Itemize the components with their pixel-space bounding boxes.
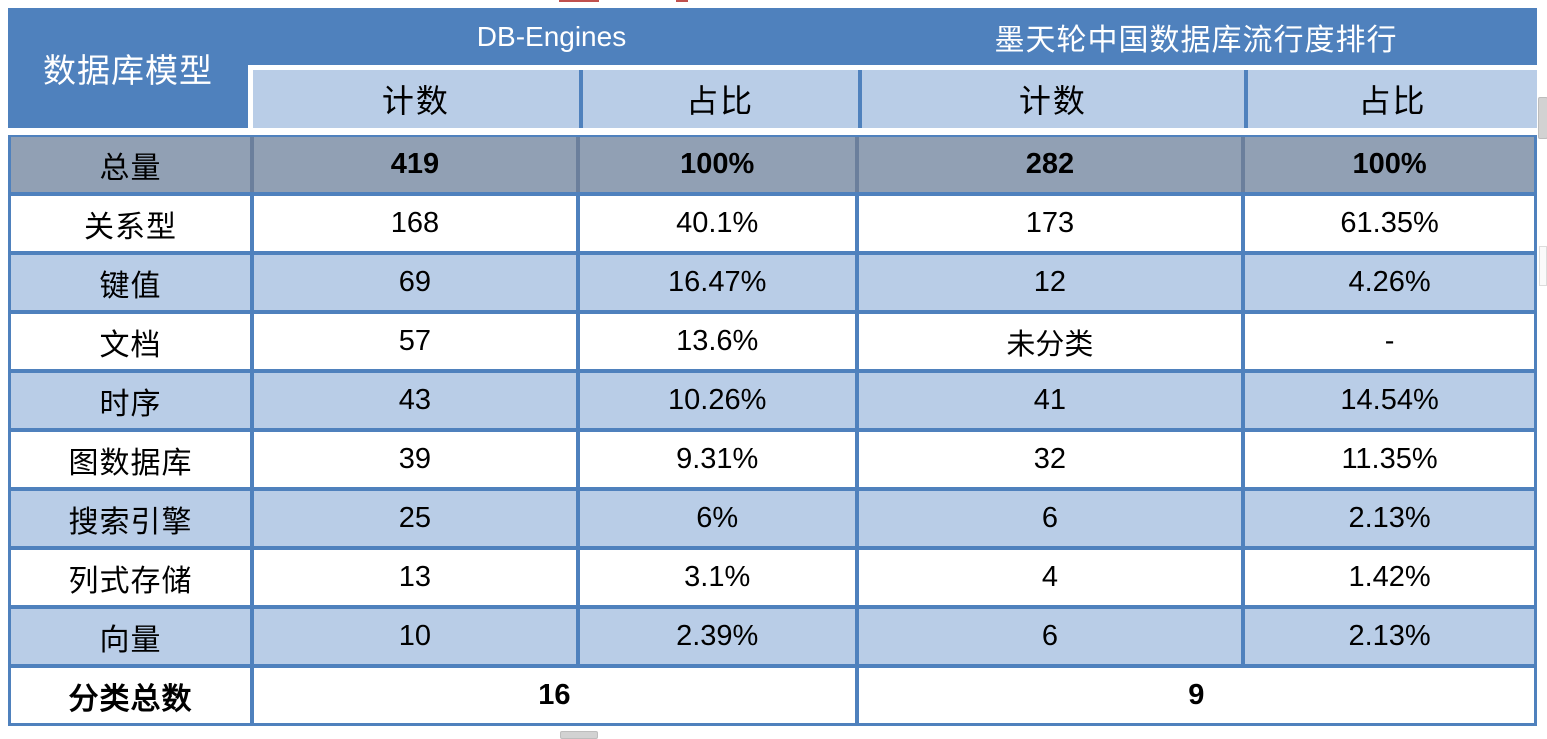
cell-value: 173 xyxy=(854,196,1241,251)
table-row: 图数据库 39 9.31% 32 11.35% xyxy=(11,428,1534,487)
category-total-db-engines: 16 xyxy=(250,668,855,723)
table-row-category-total: 分类总数 16 9 xyxy=(11,664,1534,723)
cell-value: 41 xyxy=(854,373,1241,428)
cell-value: 4.26% xyxy=(1241,255,1534,310)
cell-value: 13.6% xyxy=(575,314,855,369)
table-row: 向量 10 2.39% 6 2.13% xyxy=(11,605,1534,664)
table-header: 数据库模型 DB-Engines 墨天轮中国数据库流行度排行 计数 占比 计数 … xyxy=(8,8,1537,128)
cell-value: 3.1% xyxy=(575,550,855,605)
cell-value: 14.54% xyxy=(1241,373,1534,428)
scrollbar-track-fragment xyxy=(1539,246,1547,286)
corner-header-cell: 数据库模型 xyxy=(8,8,248,128)
cell-value: 9.31% xyxy=(575,432,855,487)
subheader-share-2: 占比 xyxy=(1244,70,1537,128)
table-row: 关系型 168 40.1% 173 61.35% xyxy=(11,192,1534,251)
subheader-row: 计数 占比 计数 占比 xyxy=(253,70,1537,128)
cell-value: - xyxy=(1241,314,1534,369)
total-modb-count: 282 xyxy=(854,137,1241,192)
cell-value: 11.35% xyxy=(1241,432,1534,487)
cell-value: 1.42% xyxy=(1241,550,1534,605)
subheader-share-1: 占比 xyxy=(578,70,858,128)
cell-value: 2.13% xyxy=(1241,491,1534,546)
cell-value: 未分类 xyxy=(854,314,1241,369)
cropped-red-text-artifact xyxy=(559,0,599,2)
table-row: 键值 69 16.47% 12 4.26% xyxy=(11,251,1534,310)
cell-value: 6% xyxy=(575,491,855,546)
cell-value: 10 xyxy=(250,609,576,664)
cell-value: 40.1% xyxy=(575,196,855,251)
row-label: 键值 xyxy=(99,269,162,303)
row-label: 图数据库 xyxy=(68,446,193,480)
cell-value: 2.39% xyxy=(575,609,855,664)
table-row-total: 总量 419 100% 282 100% xyxy=(11,137,1534,192)
cell-value: 61.35% xyxy=(1241,196,1534,251)
cell-value: 43 xyxy=(250,373,576,428)
row-label: 关系型 xyxy=(84,210,178,244)
row-label: 搜索引擎 xyxy=(68,505,193,539)
table-row: 列式存储 13 3.1% 4 1.42% xyxy=(11,546,1534,605)
table-row: 搜索引擎 25 6% 6 2.13% xyxy=(11,487,1534,546)
cell-value: 168 xyxy=(250,196,576,251)
table-body: 总量 419 100% 282 100% 关系型 168 40.1% 173 6… xyxy=(8,135,1537,726)
cell-value: 25 xyxy=(250,491,576,546)
cell-value: 39 xyxy=(250,432,576,487)
row-label: 总量 xyxy=(99,151,162,185)
group-header-modb-ranking: 墨天轮中国数据库流行度排行 xyxy=(994,23,1398,57)
header-right: DB-Engines 墨天轮中国数据库流行度排行 计数 占比 计数 占比 xyxy=(248,8,1537,128)
total-db-engines-share: 100% xyxy=(575,137,855,192)
cell-value: 6 xyxy=(854,491,1241,546)
cropped-red-text-artifact xyxy=(676,0,688,2)
vertical-scrollbar-thumb[interactable] xyxy=(1538,97,1547,139)
row-label: 时序 xyxy=(99,387,162,421)
cell-value: 4 xyxy=(854,550,1241,605)
cell-value: 6 xyxy=(854,609,1241,664)
table-row: 时序 43 10.26% 41 14.54% xyxy=(11,369,1534,428)
row-label: 向量 xyxy=(99,623,162,657)
cell-value: 16.47% xyxy=(575,255,855,310)
row-label: 分类总数 xyxy=(68,682,193,716)
cell-value: 32 xyxy=(854,432,1241,487)
group-header-db-engines: DB-Engines xyxy=(476,20,627,52)
subheader-count-2: 计数 xyxy=(857,70,1245,128)
cell-value: 69 xyxy=(250,255,576,310)
cell-value: 13 xyxy=(250,550,576,605)
subheader-count-1: 计数 xyxy=(253,70,579,128)
row-label: 列式存储 xyxy=(68,564,193,598)
database-model-comparison-table: 数据库模型 DB-Engines 墨天轮中国数据库流行度排行 计数 占比 计数 … xyxy=(8,8,1537,726)
category-total-modb: 9 xyxy=(854,668,1534,723)
group-header-row: DB-Engines 墨天轮中国数据库流行度排行 xyxy=(248,8,1537,65)
total-modb-share: 100% xyxy=(1241,137,1534,192)
cell-value: 2.13% xyxy=(1241,609,1534,664)
cell-value: 57 xyxy=(250,314,576,369)
cell-value: 12 xyxy=(854,255,1241,310)
table-row: 文档 57 13.6% 未分类 - xyxy=(11,310,1534,369)
row-label: 文档 xyxy=(99,328,162,362)
cell-value: 10.26% xyxy=(575,373,855,428)
total-db-engines-count: 419 xyxy=(250,137,576,192)
